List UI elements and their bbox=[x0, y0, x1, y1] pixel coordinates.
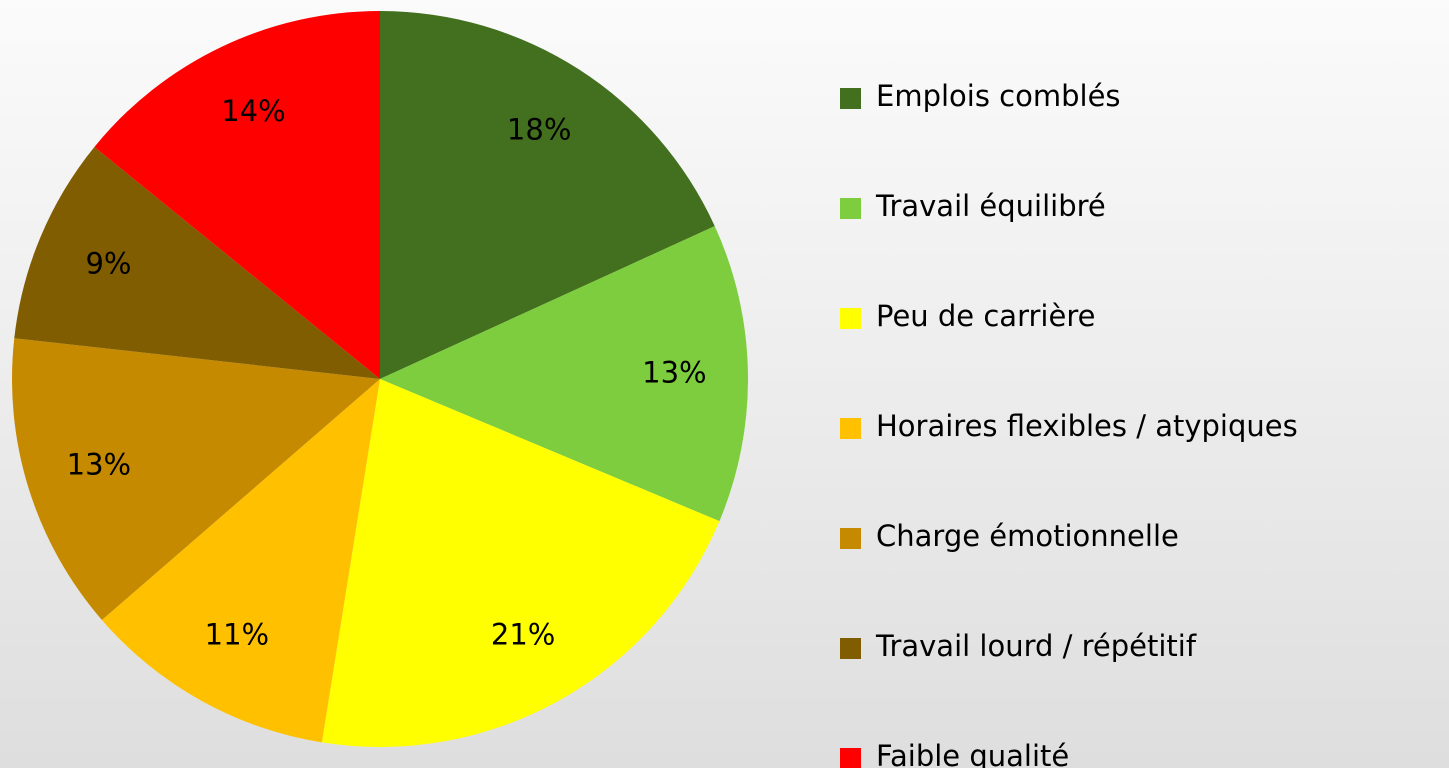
pie-slice bbox=[321, 379, 720, 748]
legend-label: Charge émotionnelle bbox=[876, 519, 1179, 553]
data-label: 13% bbox=[642, 355, 706, 389]
pie-slice bbox=[380, 226, 748, 522]
legend-swatch bbox=[840, 748, 861, 768]
pie-slice bbox=[11, 338, 381, 620]
pie-slice bbox=[101, 379, 380, 743]
legend-label: Peu de carrière bbox=[876, 299, 1095, 333]
legend-label: Travail équilibré bbox=[875, 189, 1106, 223]
legend-label: Faible qualité bbox=[876, 739, 1069, 768]
legend-label: Horaires flexibles / atypiques bbox=[876, 409, 1298, 443]
data-label: 11% bbox=[205, 617, 269, 651]
legend-swatch bbox=[840, 88, 861, 109]
data-label: 14% bbox=[221, 94, 285, 128]
legend-swatch bbox=[840, 638, 861, 659]
legend-label: Emplois comblés bbox=[876, 79, 1121, 113]
legend-swatch bbox=[840, 308, 861, 329]
legend-swatch bbox=[840, 198, 861, 219]
legend-label: Travail lourd / répétitif bbox=[875, 629, 1197, 663]
data-label: 9% bbox=[85, 246, 131, 280]
legend-swatch bbox=[840, 418, 861, 439]
pie-slice bbox=[94, 11, 380, 379]
pie-slice bbox=[14, 146, 380, 379]
data-label: 21% bbox=[491, 617, 555, 651]
data-label: 18% bbox=[507, 112, 571, 146]
data-label: 13% bbox=[67, 447, 131, 481]
pie-slice bbox=[380, 11, 715, 379]
legend-swatch bbox=[840, 528, 861, 549]
